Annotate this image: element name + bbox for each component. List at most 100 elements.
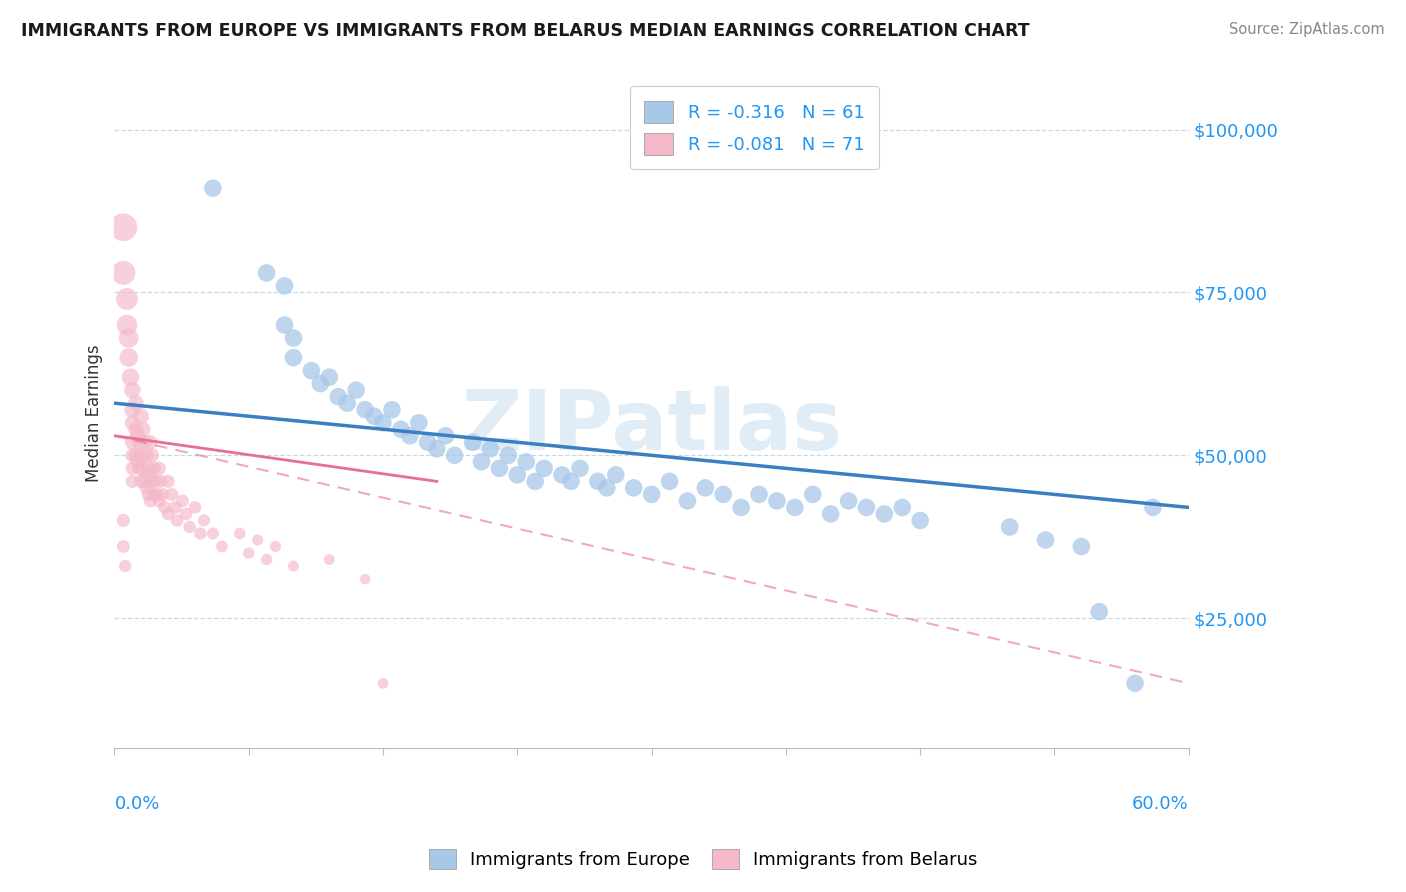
Point xyxy=(157,507,180,521)
Point xyxy=(134,475,156,489)
Point xyxy=(127,429,149,443)
Point xyxy=(596,481,619,495)
Point xyxy=(408,416,430,430)
Point xyxy=(139,467,162,482)
Point xyxy=(371,676,394,690)
Point xyxy=(118,351,141,365)
Point xyxy=(201,181,224,195)
Point xyxy=(443,448,465,462)
Point xyxy=(179,520,201,534)
Point xyxy=(283,559,305,574)
Point xyxy=(121,435,143,450)
Point xyxy=(125,448,148,462)
Point xyxy=(157,475,180,489)
Point xyxy=(560,475,582,489)
Point xyxy=(551,467,574,482)
Point xyxy=(748,487,770,501)
Point xyxy=(515,455,537,469)
Point xyxy=(121,461,143,475)
Point xyxy=(148,461,170,475)
Point xyxy=(121,383,143,397)
Point xyxy=(138,487,160,501)
Point xyxy=(998,520,1021,534)
Point xyxy=(121,416,143,430)
Text: 0.0%: 0.0% xyxy=(114,796,160,814)
Point xyxy=(135,448,157,462)
Text: ZIPatlas: ZIPatlas xyxy=(461,386,842,467)
Point xyxy=(820,507,842,521)
Point xyxy=(1123,676,1146,690)
Point xyxy=(134,435,156,450)
Point xyxy=(229,526,252,541)
Point xyxy=(273,318,295,332)
Point xyxy=(363,409,385,424)
Point xyxy=(121,402,143,417)
Point xyxy=(132,461,155,475)
Point xyxy=(801,487,824,501)
Point xyxy=(172,494,194,508)
Point xyxy=(336,396,359,410)
Point xyxy=(389,422,412,436)
Point xyxy=(125,422,148,436)
Point xyxy=(145,475,167,489)
Point xyxy=(139,435,162,450)
Point xyxy=(114,559,136,574)
Point xyxy=(605,467,627,482)
Point xyxy=(112,266,135,280)
Point xyxy=(166,513,188,527)
Point xyxy=(138,461,160,475)
Point xyxy=(128,435,150,450)
Point xyxy=(309,376,332,391)
Point xyxy=(318,370,340,384)
Y-axis label: Median Earnings: Median Earnings xyxy=(86,344,103,482)
Point xyxy=(174,507,197,521)
Point xyxy=(128,461,150,475)
Point xyxy=(160,487,183,501)
Point xyxy=(371,416,394,430)
Point xyxy=(127,455,149,469)
Point xyxy=(152,487,174,501)
Point xyxy=(479,442,502,456)
Point xyxy=(121,475,143,489)
Point xyxy=(256,266,278,280)
Point xyxy=(676,494,699,508)
Point xyxy=(264,540,287,554)
Point xyxy=(855,500,877,515)
Point xyxy=(283,351,305,365)
Point xyxy=(120,370,142,384)
Point xyxy=(165,500,187,515)
Point xyxy=(112,513,135,527)
Point xyxy=(153,500,176,515)
Point xyxy=(129,475,152,489)
Point xyxy=(135,481,157,495)
Point xyxy=(838,494,860,508)
Text: Source: ZipAtlas.com: Source: ZipAtlas.com xyxy=(1229,22,1385,37)
Point xyxy=(586,475,609,489)
Point xyxy=(470,455,492,469)
Point xyxy=(488,461,510,475)
Point xyxy=(139,494,162,508)
Point xyxy=(142,461,165,475)
Point xyxy=(129,409,152,424)
Point xyxy=(711,487,734,501)
Point xyxy=(190,526,212,541)
Point xyxy=(623,481,645,495)
Point xyxy=(201,526,224,541)
Point xyxy=(498,448,520,462)
Point xyxy=(129,448,152,462)
Point xyxy=(141,475,163,489)
Point xyxy=(568,461,591,475)
Point xyxy=(381,402,404,417)
Point xyxy=(399,429,422,443)
Text: IMMIGRANTS FROM EUROPE VS IMMIGRANTS FROM BELARUS MEDIAN EARNINGS CORRELATION CH: IMMIGRANTS FROM EUROPE VS IMMIGRANTS FRO… xyxy=(21,22,1029,40)
Point xyxy=(273,279,295,293)
Point xyxy=(211,540,233,554)
Point xyxy=(148,494,170,508)
Point xyxy=(640,487,662,501)
Point xyxy=(299,363,322,377)
Point xyxy=(461,435,484,450)
Point xyxy=(891,500,914,515)
Point xyxy=(121,448,143,462)
Point xyxy=(783,500,806,515)
Text: 60.0%: 60.0% xyxy=(1132,796,1189,814)
